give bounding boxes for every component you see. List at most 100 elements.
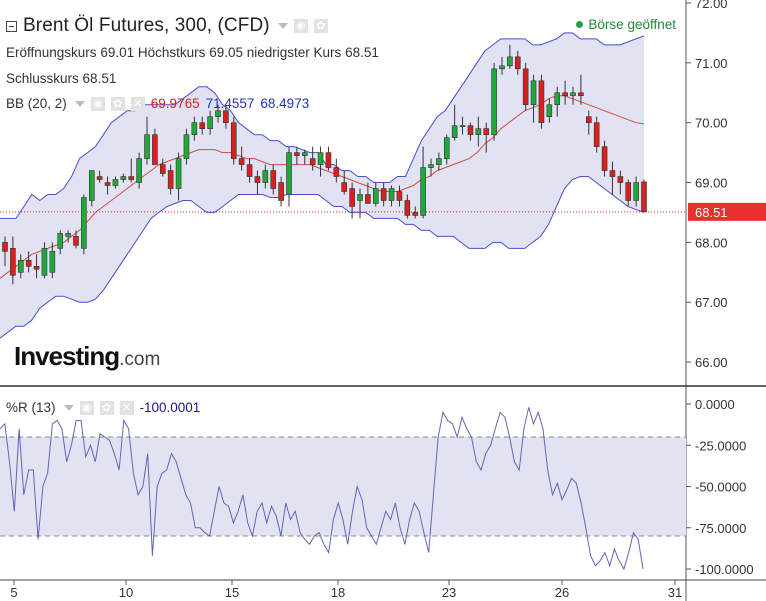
candle-body [459, 125, 466, 127]
bb-dropdown-icon[interactable] [74, 100, 85, 107]
candle-body [475, 128, 482, 135]
candle-body [483, 128, 490, 135]
title-row: Brent Öl Futures, 300, (CFD) ◉ ✿ [6, 14, 328, 38]
candle-body [128, 176, 135, 180]
candle-body [120, 176, 127, 180]
low-label: niedrigster Kurs [246, 45, 342, 60]
candle-body [17, 260, 24, 273]
wr-value: -100.0001 [139, 400, 201, 415]
bb-value-1: 69.9765 [150, 96, 200, 111]
wr-visibility-icon[interactable]: ◉ [79, 400, 94, 415]
bollinger-lower-line [0, 176, 645, 339]
price-tick-label: 70.00 [695, 116, 728, 131]
candle-body [57, 233, 64, 249]
ohlc-row: Eröffnungskurs 69.01 Höchstkurs 69.05 ni… [6, 45, 379, 60]
candle-body [175, 158, 182, 189]
candle-body [546, 104, 553, 117]
candle-body [41, 248, 48, 276]
candle-body [357, 194, 363, 201]
bb-value-2: 71.4557 [205, 96, 255, 111]
bb-close-icon[interactable]: ✕ [130, 96, 145, 111]
candle-body [388, 188, 395, 201]
candle-body [152, 134, 158, 165]
price-tick-label: 68.00 [695, 235, 728, 250]
time-tick-label: 5 [10, 585, 17, 600]
candle-body [112, 179, 119, 186]
candle-body [33, 266, 40, 270]
candle-body [286, 152, 292, 195]
title-dropdown-icon[interactable] [277, 23, 288, 29]
candle-body [65, 233, 71, 237]
bb-value-3: 68.4973 [260, 96, 310, 111]
candle-body [294, 152, 300, 156]
wr-settings-icon[interactable]: ✿ [99, 400, 114, 415]
wr-tick-label: -75.0000 [695, 521, 746, 536]
candle-body [325, 152, 332, 168]
candle-body [96, 176, 103, 180]
bollinger-middle-line [0, 95, 645, 279]
candle-body [578, 92, 584, 97]
time-tick-label: 23 [442, 585, 456, 600]
candle-body [238, 158, 245, 165]
time-tick-label: 26 [555, 585, 569, 600]
candle-body [593, 122, 600, 147]
candle-body [562, 92, 568, 97]
market-status-text: Börse geöffnet [588, 17, 676, 32]
time-tick-label: 31 [668, 585, 682, 600]
price-tick-label: 71.00 [695, 56, 728, 71]
candle-body [609, 170, 616, 177]
candle-body [230, 122, 237, 159]
close-row: Schlusskurs 68.51 [6, 71, 116, 86]
bollinger-band-fill [0, 32, 644, 339]
collapse-icon[interactable] [6, 20, 17, 32]
candle-body [10, 248, 16, 276]
candle-body [254, 176, 261, 183]
settings-icon[interactable]: ✿ [313, 19, 328, 33]
price-tick-label: 69.00 [695, 176, 728, 191]
candle-body [514, 56, 521, 70]
candle-body [349, 188, 355, 207]
last-price-badge [688, 202, 766, 221]
open-label: Eröffnungskurs [6, 45, 97, 60]
wr-indicator-row: %R (13) ◉ ✿ ✕ -100.0001 [6, 400, 200, 415]
candle-body [522, 68, 529, 106]
candle-body [81, 197, 87, 249]
open-value: 69.01 [100, 45, 135, 60]
candle-body [104, 182, 111, 186]
candle-body [443, 137, 450, 159]
price-tick-label: 67.00 [695, 295, 728, 310]
status-dot-icon [576, 21, 584, 28]
candle-body [262, 170, 269, 183]
candle-body [641, 181, 647, 213]
candle-body [270, 170, 277, 189]
high-value: 69.05 [209, 45, 243, 60]
candle-body [372, 188, 379, 204]
candle-body [199, 122, 206, 129]
candle-body [428, 164, 434, 168]
candle-body [625, 182, 632, 201]
candle-body [73, 236, 79, 246]
candle-body [49, 251, 56, 273]
last-price-label: 68.51 [695, 205, 728, 220]
wr-tick-label: -25.0000 [695, 438, 746, 453]
visibility-icon[interactable]: ◉ [293, 19, 308, 33]
bb-settings-icon[interactable]: ✿ [110, 96, 125, 111]
wr-close-icon[interactable]: ✕ [119, 400, 134, 415]
wr-dropdown-icon[interactable] [63, 404, 74, 411]
candle-body [183, 134, 190, 159]
candle-body [136, 158, 142, 183]
candle-body [538, 80, 545, 123]
bb-indicator-row: BB (20, 2) ◉ ✿ ✕ 69.9765 71.4557 68.4973 [6, 96, 309, 111]
candle-body [191, 122, 198, 135]
candle-body [617, 176, 624, 183]
logo-main: Investing [14, 341, 120, 371]
candle-body [601, 146, 608, 171]
candle-body [341, 182, 348, 192]
candle-body [301, 152, 308, 156]
candle-body [436, 158, 442, 165]
wr-tick-label: -100.0000 [695, 562, 754, 577]
bb-visibility-icon[interactable]: ◉ [90, 96, 105, 111]
candle-body [507, 56, 513, 67]
time-tick-label: 18 [331, 585, 345, 600]
